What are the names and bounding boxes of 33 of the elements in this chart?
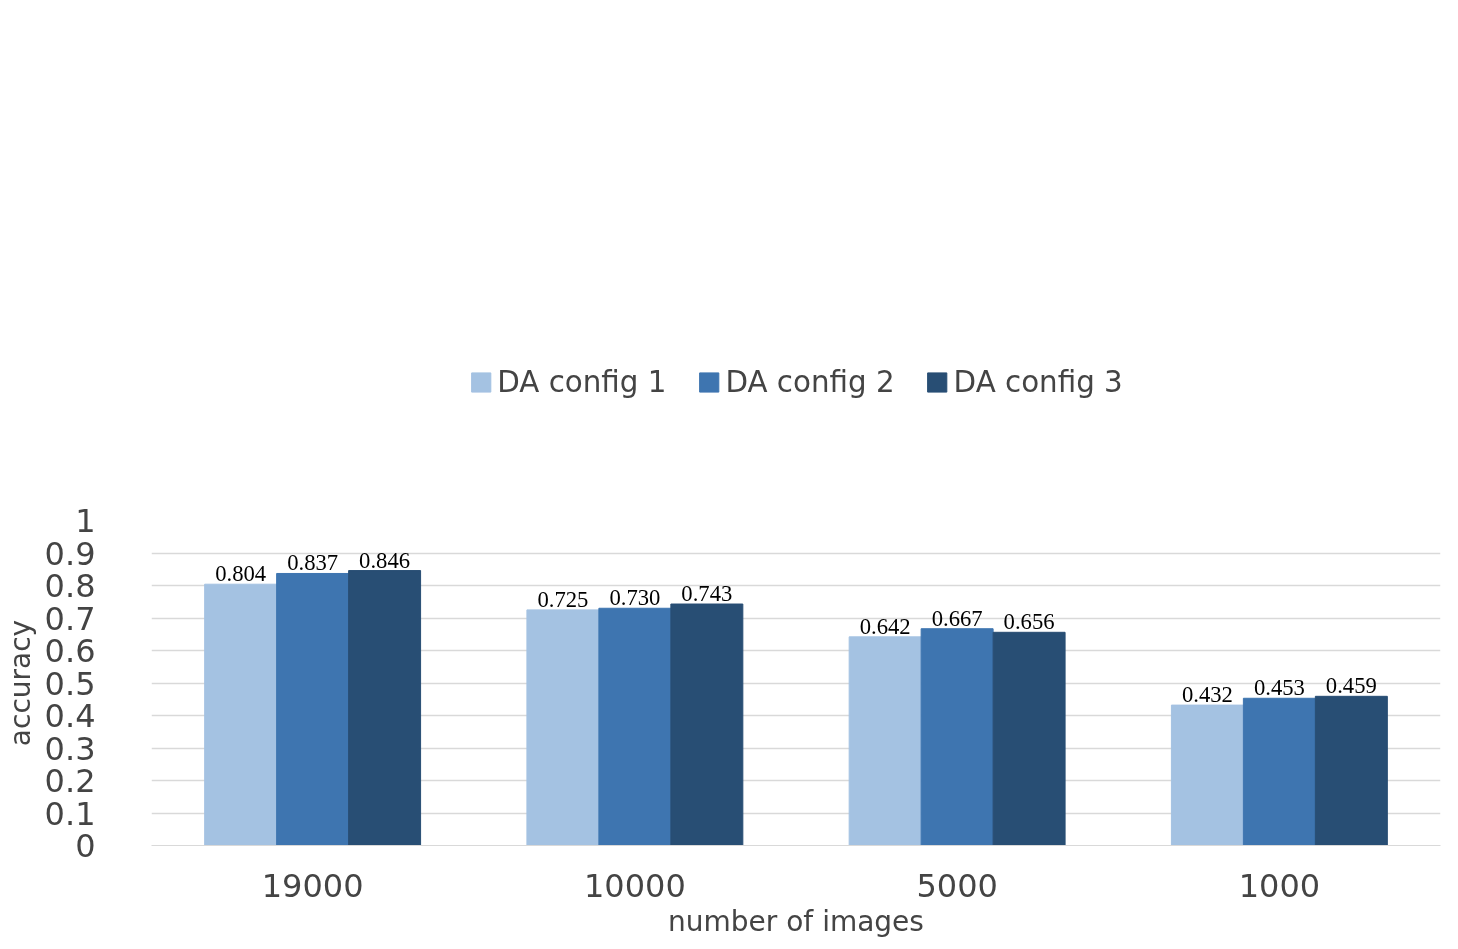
data-label: 0.432 bbox=[1181, 682, 1233, 708]
bar bbox=[526, 609, 600, 846]
data-label: 0.667 bbox=[931, 605, 983, 631]
data-label: 0.725 bbox=[537, 586, 589, 612]
data-label: 0.804 bbox=[215, 561, 267, 587]
x-tick-label: 1000 bbox=[1238, 866, 1321, 905]
legend-label: DA config 2 bbox=[725, 364, 895, 399]
bar bbox=[598, 607, 672, 846]
bar bbox=[1242, 697, 1316, 846]
bar bbox=[204, 583, 278, 846]
x-tick-label: 5000 bbox=[916, 866, 998, 905]
bar bbox=[670, 603, 744, 846]
data-label: 0.743 bbox=[681, 581, 733, 607]
data-label: 0.846 bbox=[359, 547, 411, 573]
data-label: 0.837 bbox=[287, 550, 339, 576]
data-label: 0.459 bbox=[1325, 673, 1377, 699]
data-label: 0.656 bbox=[1003, 609, 1055, 635]
x-tick-label: 19000 bbox=[261, 866, 364, 905]
bar bbox=[920, 628, 994, 846]
bar bbox=[992, 631, 1066, 846]
legend-label: DA config 3 bbox=[953, 364, 1123, 399]
bar bbox=[1314, 695, 1388, 846]
data-label: 0.642 bbox=[859, 613, 911, 639]
bar bbox=[1170, 704, 1244, 846]
bar bbox=[276, 572, 350, 846]
bar bbox=[848, 636, 922, 846]
data-label: 0.453 bbox=[1253, 675, 1305, 701]
x-tick-label: 10000 bbox=[583, 866, 686, 905]
x-axis-title: number of images bbox=[668, 904, 924, 938]
bar bbox=[348, 570, 422, 846]
data-label: 0.730 bbox=[609, 585, 661, 611]
legend-label: DA config 1 bbox=[497, 364, 667, 399]
y-axis-title: accuracy bbox=[3, 619, 37, 747]
